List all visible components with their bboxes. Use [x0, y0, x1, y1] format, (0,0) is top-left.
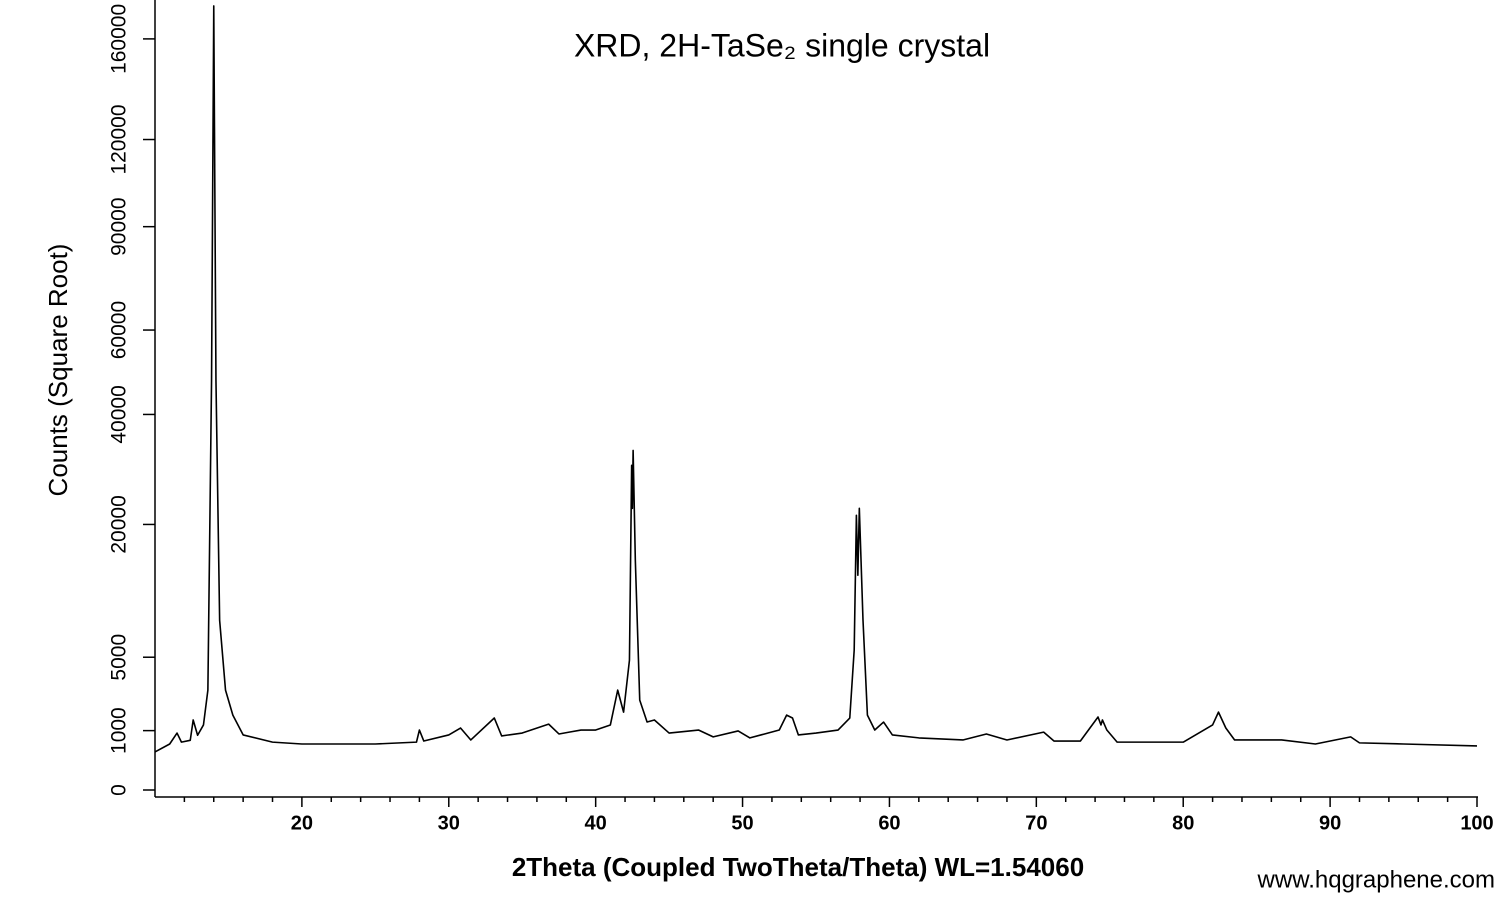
x-tick-label: 80	[1172, 812, 1194, 834]
x-tick-label: 50	[731, 812, 753, 834]
y-tick-label: 60000	[108, 301, 131, 359]
x-tick-label: 90	[1319, 812, 1341, 834]
x-tick-label: 20	[291, 812, 313, 834]
y-tick-label: 120000	[108, 104, 131, 174]
y-tick-label: 5000	[108, 634, 131, 681]
y-tick-label: 90000	[108, 197, 131, 255]
x-tick-label: 60	[878, 812, 900, 834]
x-tick-label: 30	[438, 812, 460, 834]
x-tick-label: 100	[1460, 812, 1493, 834]
watermark: www.hqgraphene.com	[1257, 866, 1495, 893]
y-tick-label: 160000	[108, 4, 131, 74]
y-tick-label: 20000	[108, 495, 131, 553]
x-tick-label: 70	[1025, 812, 1047, 834]
xrd-pattern	[154, 5, 1478, 753]
y-tick-label: 40000	[108, 385, 131, 443]
y-tick-label: 0	[108, 784, 131, 796]
x-tick-label: 40	[585, 812, 607, 834]
chart-title: XRD, 2H-TaSe₂ single crystal	[574, 27, 990, 63]
y-tick-label: 1000	[108, 707, 131, 754]
y-axis-title: Counts (Square Root)	[43, 244, 73, 497]
x-axis-title: 2Theta (Coupled TwoTheta/Theta) WL=1.540…	[512, 852, 1084, 882]
